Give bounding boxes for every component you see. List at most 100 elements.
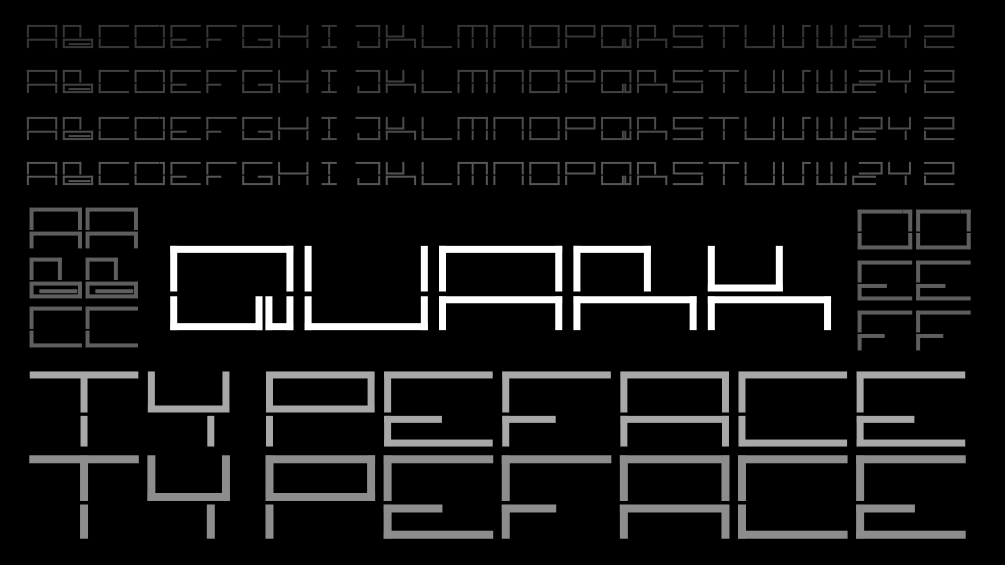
- glyph-stroke: [77, 231, 82, 249]
- glyph-stroke: [421, 38, 424, 49]
- glyph-stroke: [856, 415, 915, 423]
- glyph-stroke: [385, 69, 388, 83]
- glyph-stroke: [858, 161, 883, 164]
- glyph-stroke: [852, 38, 855, 49]
- glyph-stroke: [830, 175, 833, 186]
- glyph-stroke: [385, 175, 388, 186]
- glyph-stroke: [134, 116, 137, 130]
- glyph-stroke: [888, 69, 891, 83]
- glyph-stroke: [98, 91, 129, 94]
- glyph-stroke: [471, 38, 474, 49]
- glyph-stroke: [852, 138, 876, 141]
- glyph-stroke: [98, 161, 101, 175]
- glyph-stroke: [781, 116, 784, 130]
- glyph-stroke: [775, 245, 783, 292]
- glyph-stroke: [744, 138, 775, 141]
- glyph-stroke: [278, 35, 309, 38]
- glyph-stroke: [321, 46, 337, 49]
- glyph-stroke: [242, 138, 273, 141]
- glyph-stroke: [26, 38, 29, 49]
- glyph-stroke: [29, 231, 82, 236]
- glyph-stroke: [629, 38, 632, 49]
- glyph-stroke: [170, 69, 201, 72]
- glyph-stroke: [636, 24, 639, 38]
- glyph-stroke: [170, 296, 178, 331]
- glyph-stroke: [221, 455, 230, 501]
- glyph-stroke: [29, 257, 62, 262]
- glyph-stroke: [573, 245, 581, 292]
- glyph-stroke: [62, 175, 94, 178]
- glyph-stroke: [665, 83, 668, 94]
- glyph-stroke: [328, 83, 331, 94]
- glyph-stroke: [471, 175, 474, 186]
- glyph-stroke: [62, 69, 65, 83]
- glyph-stroke: [26, 69, 58, 72]
- glyph-stroke: [852, 83, 855, 94]
- glyph-stroke: [857, 260, 913, 265]
- glyph-stroke: [162, 116, 165, 130]
- glyph-stroke: [286, 296, 294, 331]
- glyph-stroke: [593, 116, 596, 130]
- glyph-stroke: [629, 161, 632, 175]
- letter-pair-aa: [29, 207, 142, 249]
- glyph-stroke: [26, 161, 29, 175]
- glyph-stroke: [357, 46, 381, 49]
- glyph-stroke: [170, 245, 294, 253]
- glyph-stroke: [162, 69, 165, 83]
- glyph-stroke: [856, 504, 915, 513]
- glyph-stroke: [672, 138, 704, 141]
- glyph-stroke: [439, 245, 563, 253]
- glyph-stroke: [916, 260, 921, 283]
- word-glyphs-svg: [29, 306, 138, 348]
- glyph-stroke: [781, 183, 805, 186]
- glyph-stroke: [134, 130, 137, 141]
- glyph-stroke: [916, 209, 921, 232]
- glyph-stroke: [924, 38, 927, 49]
- glyph-stroke: [960, 209, 971, 214]
- glyph-stroke: [80, 504, 89, 539]
- glyph-stroke: [856, 455, 966, 464]
- glyph-stroke: [170, 130, 187, 133]
- glyph-stroke: [278, 69, 281, 83]
- glyph-stroke: [816, 91, 847, 94]
- glyph-stroke: [134, 24, 137, 38]
- glyph-stroke: [170, 116, 201, 119]
- glyph-stroke: [134, 69, 160, 72]
- glyph-stroke: [159, 161, 165, 164]
- glyph-stroke: [636, 175, 668, 178]
- glyph-stroke: [170, 138, 201, 141]
- typeface-row-2: [29, 455, 975, 539]
- glyph-stroke: [672, 127, 704, 130]
- glyph-stroke: [772, 83, 775, 94]
- glyph-stroke: [744, 83, 747, 94]
- glyph-stroke: [672, 161, 675, 175]
- glyph-stroke: [378, 69, 381, 83]
- glyph-stroke: [521, 24, 524, 38]
- glyph-stroke: [457, 83, 460, 94]
- glyph-stroke: [916, 310, 971, 315]
- glyph-stroke: [55, 24, 58, 38]
- glyph-stroke: [744, 161, 747, 175]
- glyph-stroke: [62, 138, 94, 141]
- glyph-stroke: [85, 330, 90, 348]
- glyph-stroke: [565, 130, 568, 141]
- glyph-stroke: [722, 83, 725, 94]
- glyph-stroke: [856, 371, 864, 413]
- glyph-stroke: [55, 175, 58, 186]
- glyph-stroke: [701, 130, 704, 141]
- glyph-stroke: [265, 455, 274, 501]
- glyph-stroke: [601, 161, 632, 164]
- glyph-stroke: [565, 24, 596, 27]
- glyph-stroke: [439, 296, 563, 304]
- glyph-stroke: [162, 38, 165, 49]
- glyph-stroke: [278, 130, 281, 141]
- glyph-stroke: [29, 207, 82, 212]
- glyph-stroke: [952, 161, 955, 175]
- glyph-stroke: [355, 24, 381, 27]
- glyph-stroke: [924, 172, 955, 175]
- glyph-stroke: [29, 281, 82, 286]
- glyph-stroke: [421, 46, 452, 49]
- glyph-stroke: [62, 38, 94, 41]
- glyph-stroke: [378, 83, 381, 94]
